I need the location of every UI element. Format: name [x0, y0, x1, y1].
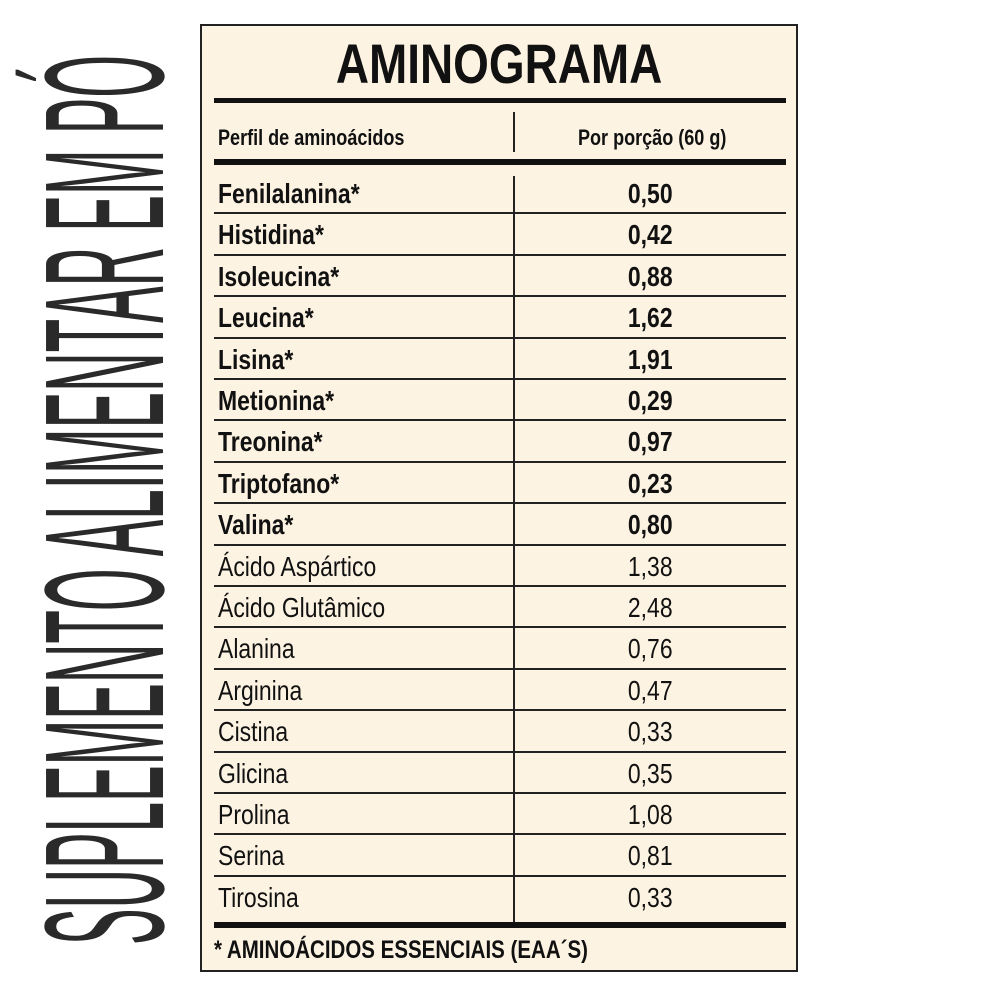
amino-acid-value: 1,91 [627, 343, 673, 375]
amino-acid-name: Treonina* [218, 426, 323, 458]
amino-acid-value: 0,23 [627, 467, 673, 499]
amino-acid-name: Fenilalanina* [218, 178, 360, 209]
table-row: Triptofano* 0,23 [214, 463, 786, 505]
amino-acid-value: 2,48 [627, 592, 673, 623]
header-name: Perfil de aminoácidos [218, 125, 405, 150]
column-divider [513, 176, 515, 922]
aminogram-table: AMINOGRAMA Perfil de aminoácidos Por por… [200, 24, 798, 972]
amino-acid-name: Tirosina [218, 881, 299, 913]
table-row: Cistina 0,33 [214, 711, 786, 753]
table-row: Fenilalanina* 0,50 [214, 173, 786, 215]
table-row: Histidina* 0,42 [214, 214, 786, 256]
table-row: Valina* 0,80 [214, 504, 786, 546]
table-row: Arginina 0,47 [214, 670, 786, 712]
amino-acid-value: 0,50 [627, 178, 673, 209]
side-label: SUPLEMENTO ALIMENTAR EM PÓ [10, 55, 200, 945]
table-row: Alanina 0,76 [214, 628, 786, 670]
amino-acid-name: Lisina* [218, 343, 294, 375]
divider [214, 159, 786, 165]
amino-acid-value: 0,80 [627, 509, 673, 541]
amino-acid-value: 0,29 [627, 385, 673, 416]
table-row: Tirosina 0,33 [214, 877, 786, 918]
footnote: * AMINOÁCIDOS ESSENCIAIS (EAA´S) [214, 936, 588, 964]
table-row: Serina 0,81 [214, 835, 786, 877]
amino-acid-name: Histidina* [218, 219, 324, 251]
amino-acid-value: 0,97 [627, 426, 673, 458]
amino-acid-value: 0,33 [627, 881, 673, 913]
table-title: AMINOGRAMA [335, 32, 663, 95]
amino-acid-value: 0,81 [627, 840, 673, 872]
table-row: Leucina* 1,62 [214, 297, 786, 339]
amino-acid-name: Valina* [218, 509, 294, 541]
table-row: Glicina 0,35 [214, 753, 786, 794]
amino-acid-value: 0,76 [627, 633, 673, 665]
amino-acid-value: 0,42 [627, 219, 673, 251]
table-row: Treonina* 0,97 [214, 421, 786, 463]
amino-acid-value: 1,38 [627, 550, 673, 582]
amino-acid-value: 0,33 [627, 716, 673, 748]
table-row: Ácido Aspártico 1,38 [214, 546, 786, 587]
amino-acid-name: Glicina [218, 757, 289, 789]
table-row: Prolina 1,08 [214, 794, 786, 836]
table-row: Ácido Glutâmico 2,48 [214, 587, 786, 629]
amino-acid-name: Leucina* [218, 302, 314, 334]
amino-acid-name: Arginina [218, 674, 303, 706]
table-row: Isoleucina* 0,88 [214, 256, 786, 298]
amino-acid-name: Alanina [218, 633, 295, 665]
amino-acid-value: 0,35 [627, 757, 673, 789]
header-divider [513, 112, 515, 152]
amino-acid-name: Prolina [218, 799, 290, 830]
amino-acid-name: Triptofano* [218, 467, 340, 499]
table-row: Lisina* 1,91 [214, 339, 786, 380]
amino-acid-name: Cistina [218, 716, 289, 748]
header-value: Por porção (60 g) [578, 125, 727, 150]
divider [214, 922, 786, 928]
amino-acid-value: 1,62 [627, 302, 673, 334]
table-row: Metionina* 0,29 [214, 380, 786, 422]
amino-acid-value: 0,88 [627, 260, 673, 292]
amino-acid-name: Ácido Glutâmico [218, 592, 386, 623]
divider [214, 98, 786, 103]
amino-acid-value: 1,08 [627, 799, 673, 830]
amino-acid-name: Isoleucina* [218, 260, 340, 292]
amino-acid-value: 0,47 [627, 674, 673, 706]
amino-acid-name: Serina [218, 840, 285, 872]
amino-acid-name: Metionina* [218, 385, 335, 416]
amino-acid-name: Ácido Aspártico [218, 550, 377, 582]
side-text: SUPLEMENTO ALIMENTAR EM PÓ [10, 55, 200, 945]
